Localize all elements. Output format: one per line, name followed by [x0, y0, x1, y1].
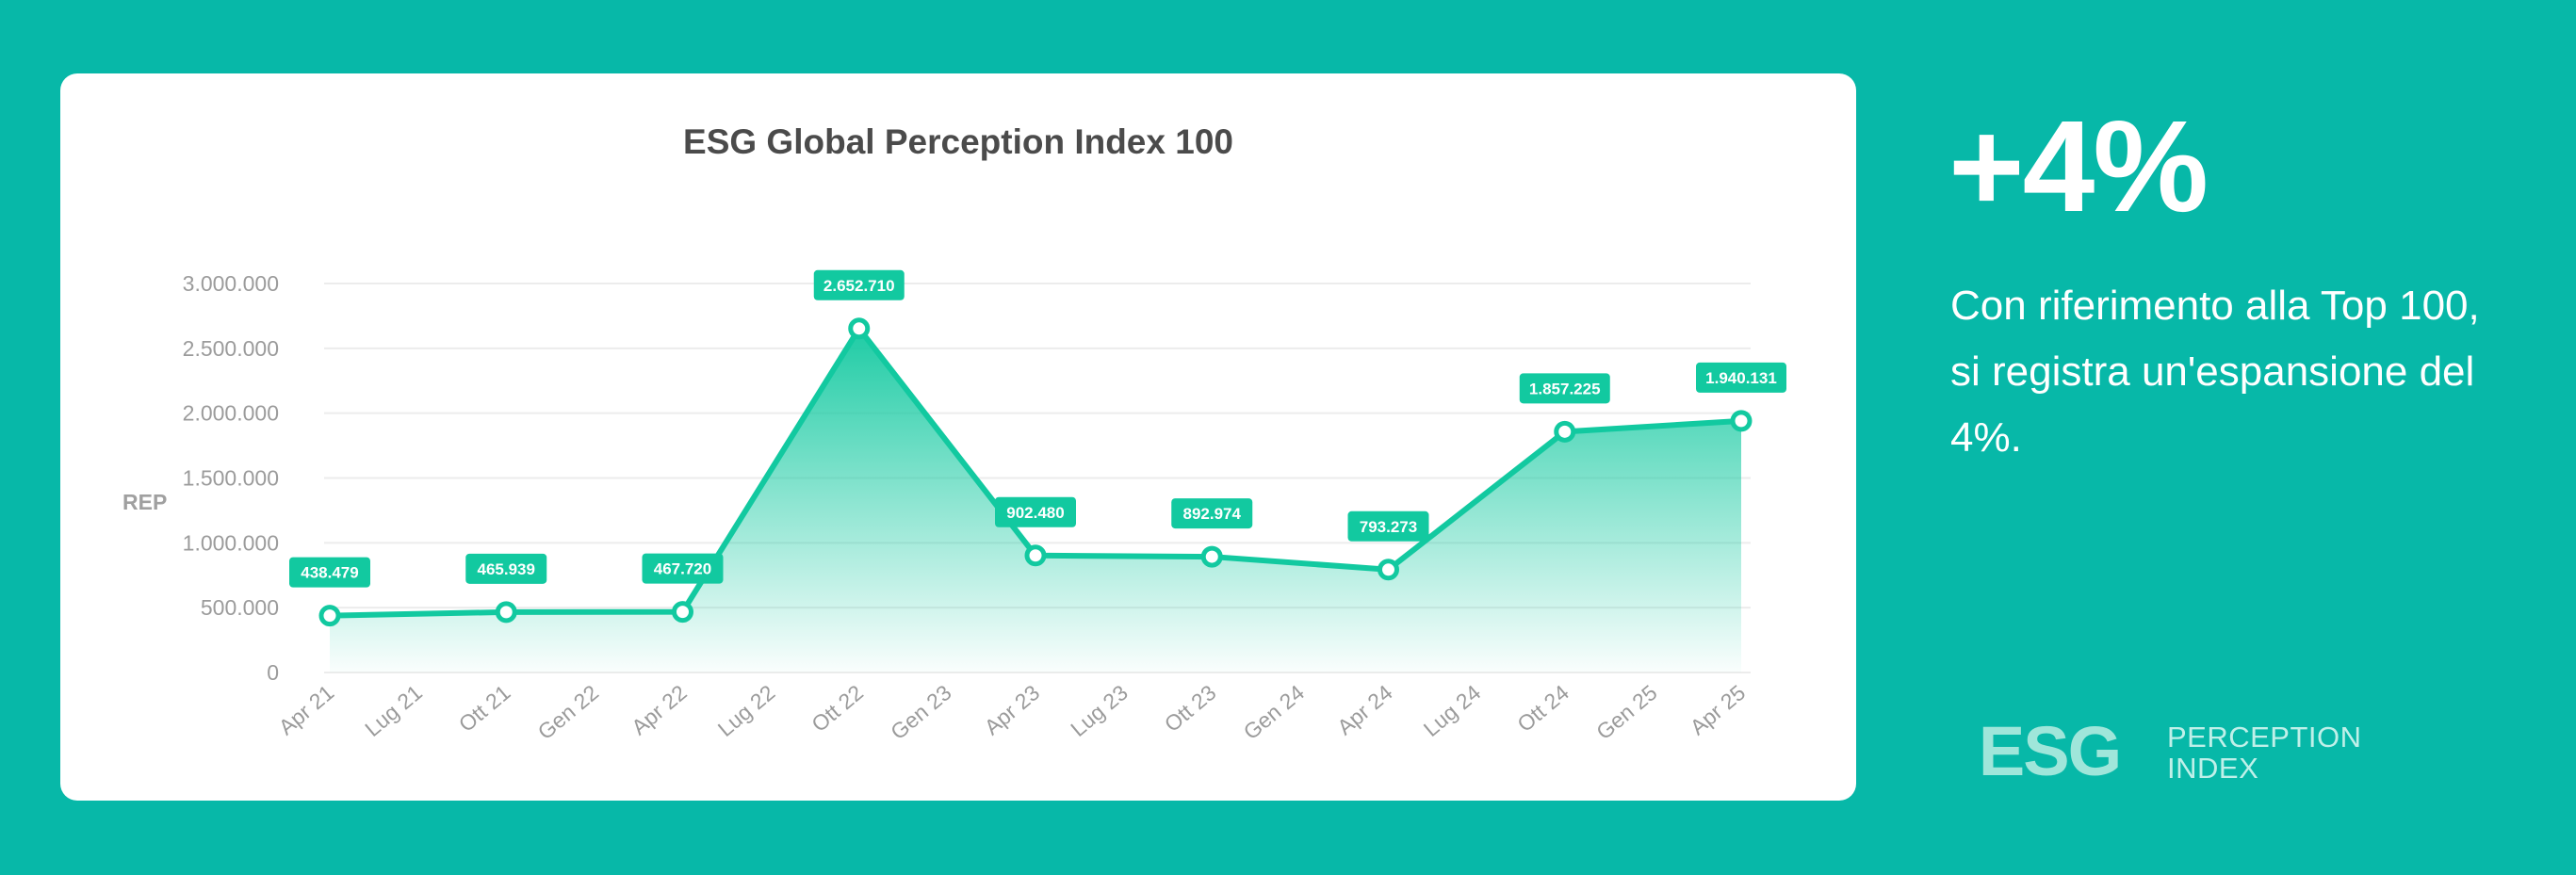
data-point: [848, 317, 871, 340]
x-tick-label: Apr 24: [1332, 680, 1397, 740]
data-label-text: 1.940.131: [1705, 369, 1777, 387]
y-tick-label: 0: [267, 660, 279, 685]
chart-title: ESG Global Perception Index 100: [683, 122, 1233, 161]
data-point: [1378, 559, 1399, 581]
data-label-text: 2.652.710: [823, 277, 895, 295]
x-tick-label: Gen 25: [1591, 680, 1662, 744]
esg-perception-index-logo: ESG PERCEPTION INDEX: [1948, 718, 2363, 784]
data-label-text: 793.273: [1360, 518, 1417, 536]
data-label-text: 465.939: [478, 560, 535, 578]
svg-text:ESG: ESG: [1979, 721, 2120, 781]
data-label-box: [642, 553, 724, 584]
data-label-text: 467.720: [654, 560, 711, 578]
y-tick-label: 3.000.000: [183, 271, 279, 296]
data-label: 1.940.131: [1696, 362, 1786, 393]
logo-line-perception: PERCEPTION: [2167, 721, 2362, 753]
logo-wordmark: PERCEPTION INDEX: [2167, 721, 2362, 784]
x-tick-label: Ott 22: [807, 680, 868, 737]
data-label-box: [465, 553, 547, 584]
x-tick-label: Ott 21: [454, 680, 515, 737]
x-tick-label: Apr 22: [627, 680, 692, 739]
data-point: [1730, 410, 1753, 432]
x-tick-label: Lug 24: [1419, 680, 1486, 741]
data-label-box: [289, 557, 370, 588]
data-label: 1.857.225: [1519, 373, 1610, 404]
data-point: [1200, 545, 1223, 568]
data-point: [495, 601, 517, 624]
data-point: [672, 601, 693, 624]
data-label-box: [1519, 373, 1610, 404]
data-point: [318, 605, 341, 627]
x-tick-label: Apr 23: [980, 680, 1045, 739]
y-tick-label: 2.000.000: [183, 401, 279, 426]
data-label-box: [1347, 510, 1429, 542]
x-tick-label: Gen 23: [886, 680, 956, 744]
logo-line-index: INDEX: [2167, 752, 2259, 785]
x-tick-label: Apr 21: [274, 680, 339, 739]
data-label-box: [1696, 362, 1786, 393]
data-label: 465.939: [465, 553, 547, 584]
y-axis-title: REP: [122, 490, 167, 514]
x-tick-label: Gen 24: [1239, 680, 1310, 745]
data-label: 438.479: [289, 557, 370, 588]
data-label-text: 892.974: [1183, 505, 1242, 523]
data-label: 892.974: [1171, 498, 1253, 529]
data-label-box: [995, 496, 1076, 527]
y-tick-label: 1.500.000: [183, 466, 279, 491]
data-label: 467.720: [642, 553, 724, 584]
x-tick-label: Gen 22: [533, 680, 604, 744]
chart-card: 438.479 465.939 467.720 2.652.710 902.480 892…: [60, 73, 1856, 801]
data-label-text: 438.479: [301, 564, 358, 582]
data-label: 793.273: [1347, 510, 1429, 542]
data-label-text: 1.857.225: [1529, 380, 1601, 397]
y-tick-label: 2.500.000: [183, 336, 279, 361]
line-chart: 438.479 465.939 467.720 2.652.710 902.480 892…: [122, 269, 1786, 745]
highlight-description: Con riferimento alla Top 100, si registr…: [1950, 283, 2480, 461]
x-tick-label: Apr 25: [1686, 680, 1751, 739]
data-label: 902.480: [995, 496, 1076, 527]
highlight-stat: +4%: [1948, 94, 2209, 239]
y-tick-label: 1.000.000: [183, 530, 279, 555]
data-label-box: [813, 269, 905, 300]
x-tick-label: Ott 24: [1512, 680, 1573, 737]
data-label-text: 902.480: [1006, 504, 1064, 522]
y-tick-label: 500.000: [201, 595, 279, 620]
data-point: [1554, 420, 1576, 443]
x-tick-label: Lug 22: [713, 680, 780, 741]
esg-logo-mark: ESG: [1979, 721, 2122, 781]
series-area: [330, 328, 1741, 672]
x-tick-label: Ott 23: [1160, 680, 1221, 737]
data-point: [1024, 544, 1047, 567]
data-label-box: [1171, 498, 1253, 529]
x-tick-label: Lug 21: [360, 680, 427, 741]
data-label: 2.652.710: [813, 269, 905, 300]
x-tick-label: Lug 23: [1066, 680, 1133, 741]
